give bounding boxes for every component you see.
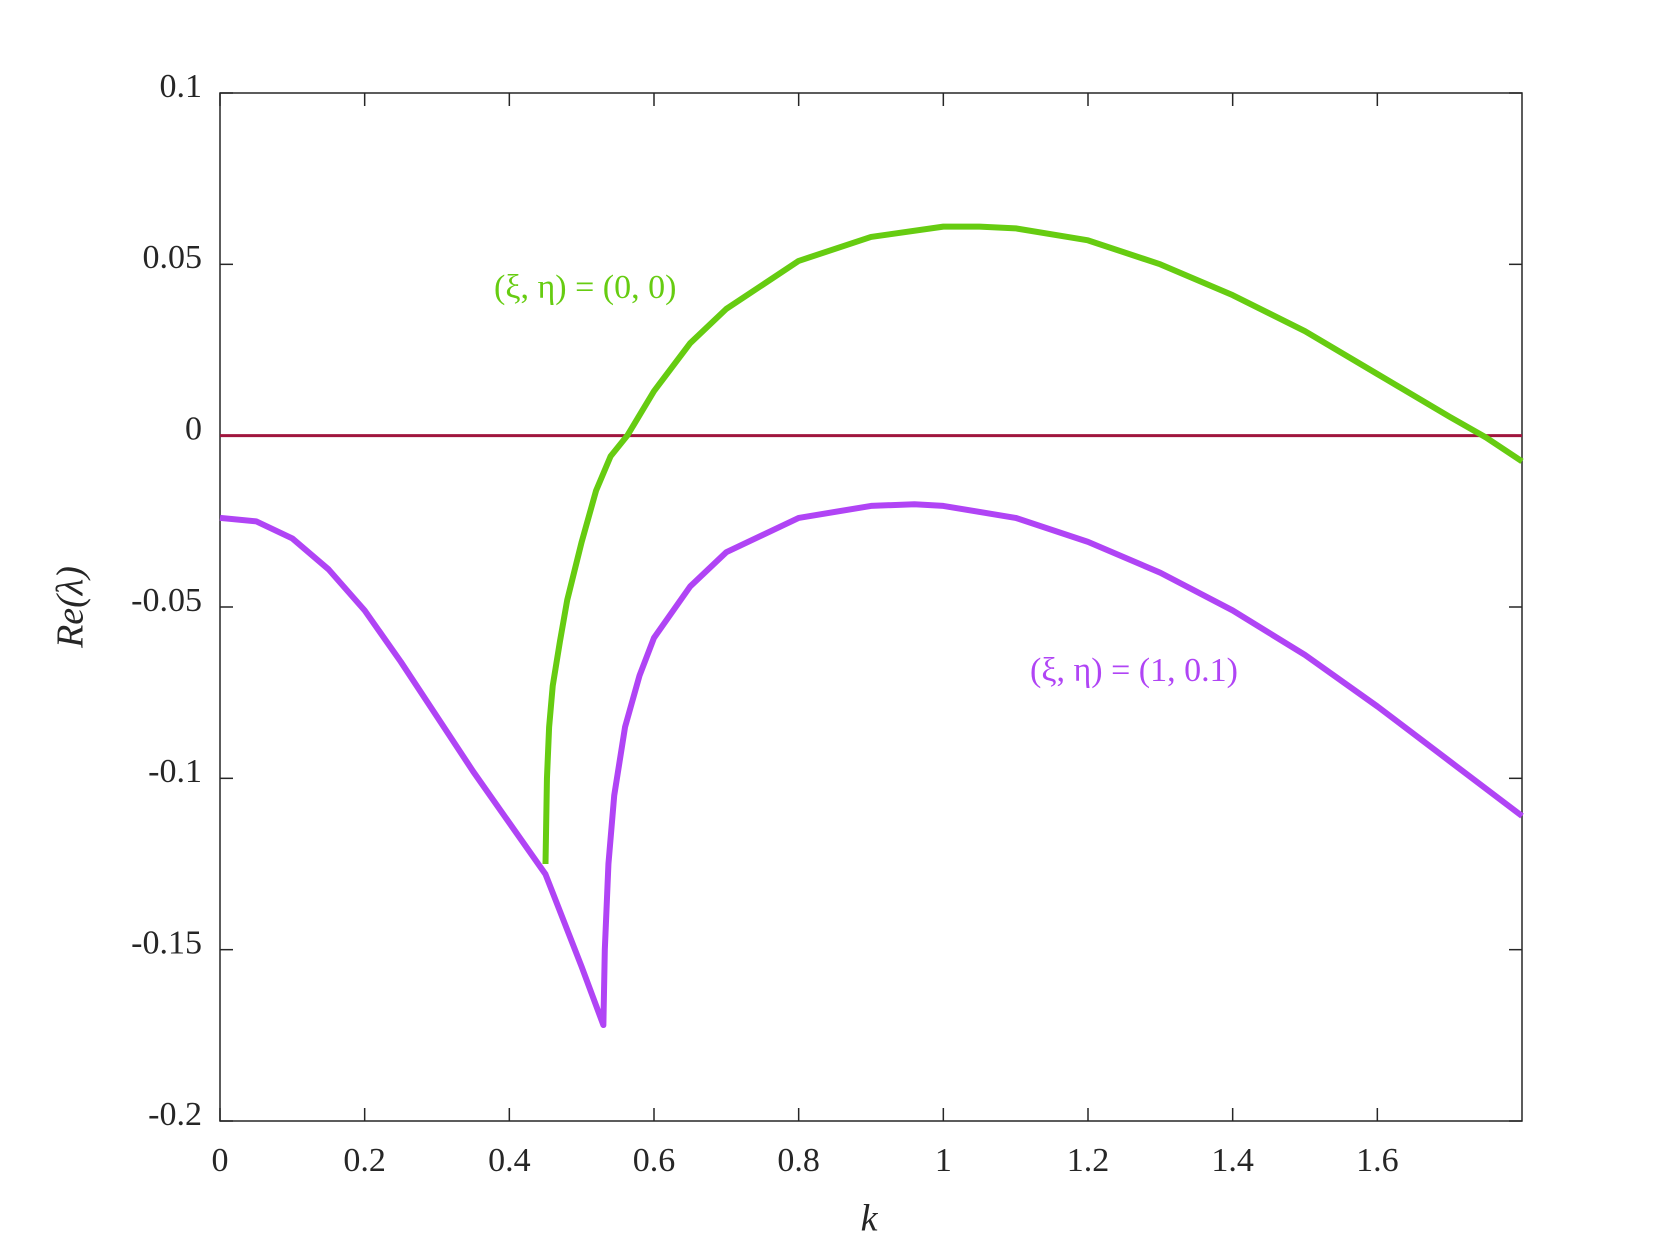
y-tick-label: -0.15 xyxy=(131,924,202,961)
series-line xyxy=(542,223,1524,865)
x-tick-label: 1.6 xyxy=(1356,1142,1399,1179)
x-tick-label: 1.2 xyxy=(1067,1142,1110,1179)
y-tick-label: -0.2 xyxy=(148,1096,202,1133)
y-tick-label: 0.05 xyxy=(143,239,203,276)
y-axis-label: Re(λ) xyxy=(50,566,92,649)
x-axis-label: k xyxy=(861,1198,879,1240)
x-tick-label: 0.4 xyxy=(488,1142,531,1179)
x-tick-label: 0.2 xyxy=(343,1142,386,1179)
series-line xyxy=(219,501,1524,1029)
y-tick-label: 0 xyxy=(185,410,202,447)
y-tick-label: 0.1 xyxy=(160,68,203,105)
x-tick-label: 0.8 xyxy=(777,1142,820,1179)
plot-frame xyxy=(219,92,1523,1122)
series-label: (ξ, η) = (1, 0.1) xyxy=(1030,652,1238,689)
y-tick-label: -0.1 xyxy=(148,753,202,790)
x-tick-label: 1.4 xyxy=(1211,1142,1254,1179)
y-tick-label: -0.05 xyxy=(131,582,202,619)
x-tick-label: 0.6 xyxy=(633,1142,676,1179)
x-tick-label: 0 xyxy=(212,1142,229,1179)
x-tick-label: 1 xyxy=(935,1142,952,1179)
series-label: (ξ, η) = (0, 0) xyxy=(494,269,676,306)
